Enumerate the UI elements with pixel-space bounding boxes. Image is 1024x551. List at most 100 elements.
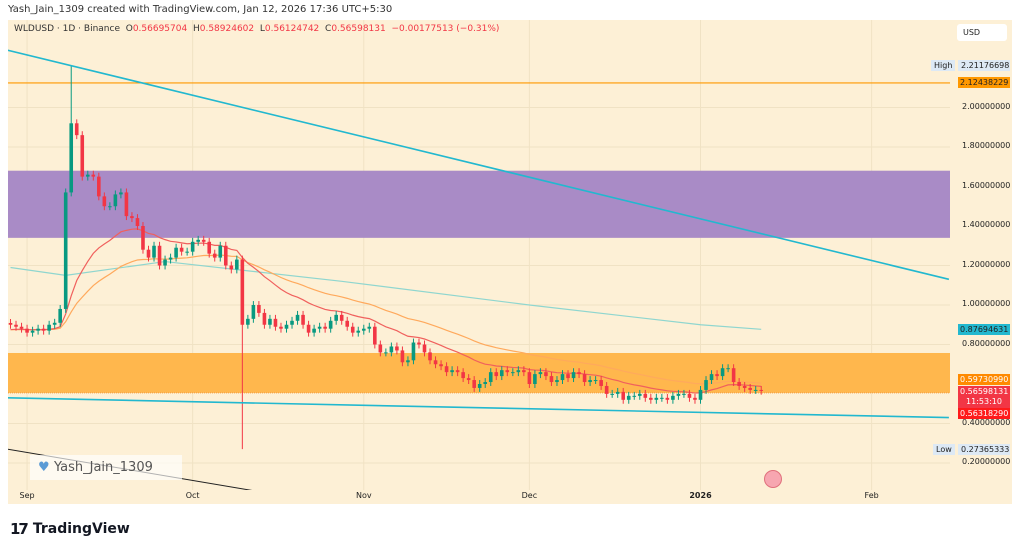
candle-body [693, 397, 697, 400]
candle-body [350, 326, 355, 333]
candle-body [69, 123, 74, 193]
currency-button[interactable]: USD [957, 24, 1007, 41]
time-tick: Dec [521, 491, 538, 500]
price-tick: 2.00000000 [962, 101, 1011, 111]
candle-body [168, 257, 173, 260]
candle-body [218, 245, 223, 258]
trendline [8, 397, 949, 419]
open-label: O [125, 24, 133, 34]
watermark-text: Yash_Jain_1309 [54, 460, 153, 475]
logo-text: TradingView [32, 521, 130, 537]
candle-body [290, 320, 294, 325]
candle-body [444, 366, 449, 373]
candle-body [720, 368, 725, 377]
ma-long-badge: 0.87694631 [958, 324, 1010, 335]
candle-body [555, 380, 559, 383]
candle-body [753, 389, 758, 391]
candle-body [328, 320, 333, 329]
candle-body [279, 326, 283, 329]
candle-body [108, 206, 112, 208]
candle-body [235, 259, 239, 270]
symbol-name[interactable]: WLDUSD · 1D · Binance [14, 24, 120, 34]
candle-body [201, 239, 206, 242]
candle-body [306, 324, 311, 333]
candle-body [30, 330, 35, 333]
open-value: 0.56695704 [132, 24, 188, 34]
candle-body [74, 123, 79, 136]
chart-pane[interactable] [8, 20, 950, 490]
candle-body [422, 344, 427, 353]
candle-body [599, 380, 603, 386]
high-value: 0.58924602 [199, 24, 255, 34]
time-axis[interactable] [8, 490, 1012, 504]
heart-icon: ♥ [38, 460, 50, 475]
candle-body [212, 253, 217, 258]
candle-body [361, 328, 366, 331]
candle-body [163, 259, 167, 266]
price-tick: 1.80000000 [962, 141, 1011, 150]
price-tick: 0.80000000 [962, 338, 1011, 348]
ma-short-badge: 0.56318290 [958, 408, 1010, 419]
high-label: H [192, 24, 200, 34]
candle-body [240, 259, 245, 325]
candle-body [113, 194, 118, 207]
candle-body [411, 342, 416, 361]
candle-body [406, 360, 410, 363]
candle-body [632, 395, 637, 397]
candle-body [726, 368, 730, 370]
candle-body [312, 328, 316, 333]
candle-body [494, 372, 499, 377]
last-price: 0.56598131 [960, 387, 1009, 396]
candle-body [538, 372, 543, 375]
candle-body [19, 326, 24, 329]
price-tick: 1.20000000 [962, 259, 1011, 269]
candle-body [549, 376, 554, 383]
candle-body [604, 385, 609, 394]
candle-body [450, 370, 454, 373]
price-tick: 1.00000000 [962, 299, 1011, 308]
candle-body [317, 326, 322, 329]
candle-body [334, 314, 338, 321]
time-tick: Feb [864, 491, 879, 500]
candle-body [268, 318, 272, 325]
tradingview-logo[interactable]: 17 TradingView [10, 520, 130, 538]
candle-body [119, 192, 123, 195]
candle-body [588, 380, 592, 383]
candle-body [229, 265, 234, 270]
candle-body [207, 241, 212, 254]
candle-body [97, 176, 101, 197]
ma-mid-badge: 0.59730990 [958, 374, 1010, 385]
candle-body [715, 374, 719, 377]
time-tick: Oct [185, 491, 200, 500]
price-tick: 1.60000000 [962, 180, 1011, 190]
candle-body [146, 249, 151, 258]
candle-body [373, 326, 377, 345]
symbol-legend: WLDUSD · 1D · Binance O0.56695704 H0.589… [14, 24, 499, 34]
candle-body [25, 328, 29, 333]
candle-body [522, 370, 526, 373]
candle-body [687, 393, 692, 398]
candle-body [472, 380, 476, 388]
candle-body [130, 216, 134, 219]
candle-body [251, 305, 256, 319]
change-value: −0.00177513 (−0.31%) [391, 24, 500, 34]
candle-body [483, 382, 488, 384]
us-flag-events-icon[interactable] [764, 470, 782, 488]
candle-body [637, 393, 642, 396]
candle-body [626, 395, 631, 400]
hline-price-badge: 2.12438229 [958, 77, 1010, 88]
candle-body [14, 324, 18, 327]
candle-body [58, 308, 62, 323]
candle-body [654, 397, 659, 400]
candle-body [433, 360, 438, 365]
candle-body [615, 391, 620, 394]
low-tag-value: 0.27365333 [958, 444, 1010, 455]
candle-body [190, 241, 195, 252]
candle-body [141, 226, 145, 250]
candle-body [102, 196, 107, 207]
candle-body [682, 393, 686, 395]
candle-body [80, 135, 85, 177]
candle-body [704, 380, 708, 390]
candle-body [544, 372, 548, 377]
